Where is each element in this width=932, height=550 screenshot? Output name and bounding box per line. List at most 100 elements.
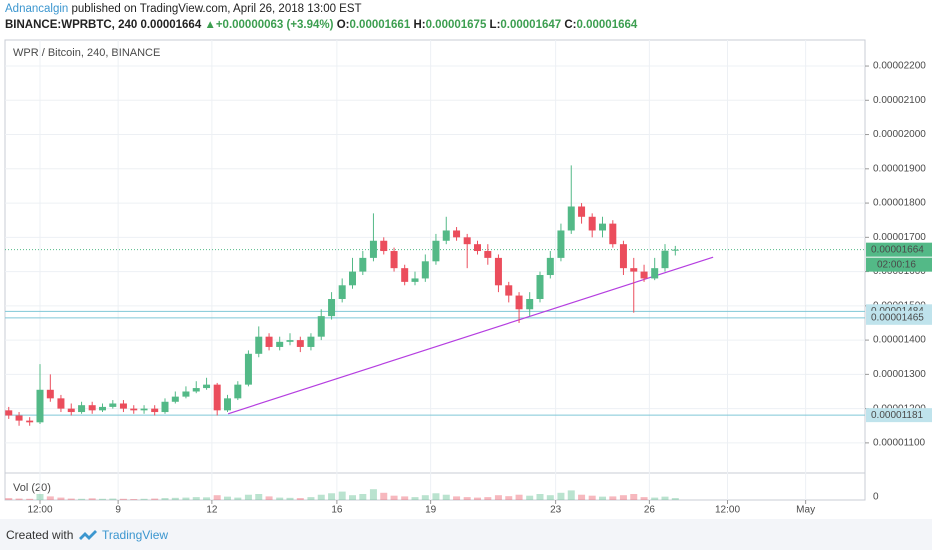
candle-body bbox=[161, 401, 169, 413]
candle-body bbox=[15, 415, 23, 421]
author[interactable]: Adnancalgin bbox=[5, 3, 69, 15]
l-label: L: bbox=[489, 19, 501, 31]
volume-bar bbox=[36, 494, 44, 500]
chart: WPR / Bitcoin, 240, BINANCE Vol (20) 0.0… bbox=[4, 39, 932, 516]
volume-bar bbox=[442, 494, 450, 500]
candle-body bbox=[317, 316, 325, 337]
volume-bar bbox=[192, 497, 200, 500]
countdown-label: 02:00:16 bbox=[877, 259, 916, 270]
volume-bar bbox=[526, 495, 534, 500]
volume-bar bbox=[369, 489, 377, 500]
y-tick-label: 0.00001800 bbox=[873, 198, 926, 209]
candle-body bbox=[442, 230, 450, 241]
candle-body bbox=[338, 285, 346, 299]
volume-bar bbox=[421, 495, 429, 500]
volume-bar bbox=[640, 497, 648, 500]
volume-bar bbox=[536, 494, 544, 500]
candle-body bbox=[411, 278, 419, 282]
y-tick-label: 0.00001400 bbox=[873, 335, 926, 346]
l: 0.00001647 bbox=[500, 19, 562, 31]
volume-bar bbox=[224, 496, 231, 500]
candle-body bbox=[369, 240, 377, 258]
candle-body bbox=[203, 384, 211, 389]
volume-bar bbox=[151, 498, 159, 500]
level-label: 0.00001181 bbox=[871, 410, 924, 421]
candle-body bbox=[213, 384, 221, 411]
h-label: H: bbox=[413, 19, 426, 31]
vol-tick-label: 0 bbox=[873, 492, 879, 503]
candle-body bbox=[359, 257, 367, 272]
volume-bar bbox=[463, 497, 471, 500]
volume-bar bbox=[46, 496, 54, 500]
change: +0.00000063 (+3.94%) bbox=[215, 19, 334, 31]
y-tick-label: 0.00002100 bbox=[873, 95, 926, 106]
candle-body bbox=[557, 230, 565, 258]
x-tick-label: 19 bbox=[425, 505, 437, 516]
logo bbox=[79, 530, 97, 540]
x-tick-label: May bbox=[796, 505, 815, 516]
candle-body bbox=[234, 384, 242, 399]
candle-body bbox=[494, 257, 502, 286]
candle-body bbox=[182, 391, 190, 397]
volume-bar bbox=[119, 498, 127, 500]
volume-bar bbox=[484, 497, 492, 500]
x-tick-label: 23 bbox=[550, 505, 562, 516]
volume-bar bbox=[5, 498, 13, 500]
candle-body bbox=[88, 405, 96, 411]
volume-bar bbox=[203, 497, 211, 500]
candle-body bbox=[255, 336, 263, 354]
candle-body bbox=[46, 389, 54, 399]
price-pane bbox=[5, 165, 865, 426]
volume-bar bbox=[453, 496, 461, 500]
volume-bar bbox=[57, 497, 65, 500]
y-tick-label: 0.00002200 bbox=[873, 61, 926, 72]
volume-bar bbox=[140, 498, 148, 500]
volume-bar bbox=[338, 491, 346, 500]
y-tick-label: 0.00001900 bbox=[873, 163, 926, 174]
volume-bar bbox=[182, 497, 190, 500]
candle-body bbox=[171, 396, 179, 402]
volume-bar bbox=[578, 494, 586, 500]
symbol: BINANCE:WPRBTC, 240 bbox=[5, 19, 138, 31]
volume-bar bbox=[276, 497, 284, 500]
brand[interactable]: TradingView bbox=[102, 528, 169, 542]
volume-bar bbox=[546, 495, 554, 500]
y-tick-label: 0.00001300 bbox=[873, 369, 926, 380]
candle-body bbox=[224, 398, 231, 411]
candle-body bbox=[286, 340, 294, 342]
countdown-box bbox=[866, 257, 932, 272]
volume-bar bbox=[255, 494, 263, 500]
volume-bar bbox=[567, 490, 575, 500]
candle-body bbox=[390, 251, 398, 269]
h: 0.00001675 bbox=[425, 19, 487, 31]
o-label: O: bbox=[336, 19, 350, 31]
volume-bar bbox=[99, 498, 106, 500]
volume-bar bbox=[557, 492, 565, 500]
candle-body bbox=[57, 398, 65, 409]
candle-body bbox=[36, 389, 44, 423]
volume-bar bbox=[286, 497, 294, 500]
candle-body bbox=[140, 408, 148, 411]
volume-bar bbox=[671, 498, 679, 500]
trendline bbox=[227, 256, 714, 415]
candle-body bbox=[78, 405, 86, 413]
c: 0.00001664 bbox=[576, 19, 638, 31]
candle-body bbox=[421, 261, 429, 279]
header-line-2: BINANCE:WPRBTC, 240 0.00001664 ▲+0.00000… bbox=[5, 19, 637, 31]
volume-bar bbox=[88, 498, 96, 500]
volume-bar bbox=[307, 497, 315, 500]
candle-body bbox=[463, 237, 471, 245]
volume-bar bbox=[328, 493, 336, 500]
volume-bar bbox=[380, 492, 388, 500]
volume-bar bbox=[651, 497, 659, 500]
candle-body bbox=[453, 230, 461, 238]
volume-bar bbox=[317, 494, 325, 500]
candle-body bbox=[640, 271, 648, 279]
arrow: ▲ bbox=[204, 19, 216, 31]
volume-bar bbox=[244, 494, 252, 500]
volume-bar bbox=[390, 495, 398, 500]
x-tick-label: 12:00 bbox=[27, 505, 52, 516]
volume-bar bbox=[78, 498, 86, 500]
x-tick-label: 9 bbox=[115, 505, 121, 516]
level-label-box bbox=[866, 310, 932, 325]
